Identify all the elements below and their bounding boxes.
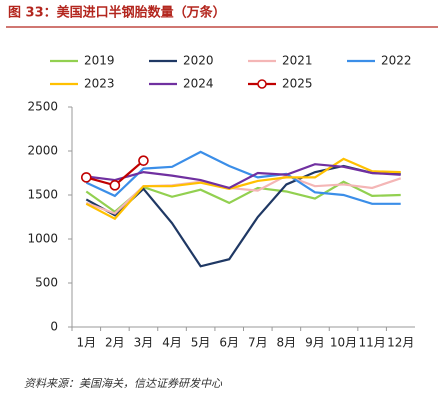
x-tick-label: 5月	[191, 336, 211, 350]
legend-label: 2024	[183, 77, 214, 91]
series-line	[86, 163, 401, 190]
series-line	[85, 157, 401, 221]
x-tick-label: 12月	[387, 336, 414, 350]
legend-marker	[257, 79, 267, 89]
x-tick-label: 4月	[162, 336, 182, 350]
point-marker	[109, 180, 121, 191]
y-tick-label: 2500	[27, 100, 58, 114]
legend-label: 2019	[84, 54, 115, 68]
point-marker	[138, 155, 149, 166]
point-marker	[80, 172, 92, 183]
y-tick-label: 2000	[27, 144, 58, 158]
y-tick-label: 500	[35, 276, 58, 290]
legend-label: 2022	[381, 54, 412, 68]
x-tick-label: 7月	[248, 336, 268, 350]
x-tick-label: 8月	[277, 336, 297, 350]
chart-title: 图 33：美国进口半钢胎数量（万条）	[8, 5, 226, 21]
x-tick-label: 11月	[358, 336, 385, 350]
y-tick-label: 1500	[27, 188, 58, 202]
legend-label: 2023	[84, 77, 115, 91]
y-tick-label: 0	[50, 320, 58, 334]
x-tick-label: 10月	[330, 336, 357, 350]
x-tick-label: 2月	[105, 336, 125, 350]
x-tick-label: 6月	[219, 336, 239, 350]
source-note: 资料来源：美国海关，信达证券研发中心	[24, 377, 223, 390]
legend-label: 2020	[183, 54, 214, 68]
legend-label: 2025	[282, 77, 313, 91]
legend-label: 2021	[282, 54, 313, 68]
y-tick-label: 1000	[27, 232, 58, 246]
x-tick-label: 1月	[76, 336, 96, 350]
x-tick-label: 3月	[134, 336, 154, 350]
x-tick-label: 9月	[305, 336, 325, 350]
